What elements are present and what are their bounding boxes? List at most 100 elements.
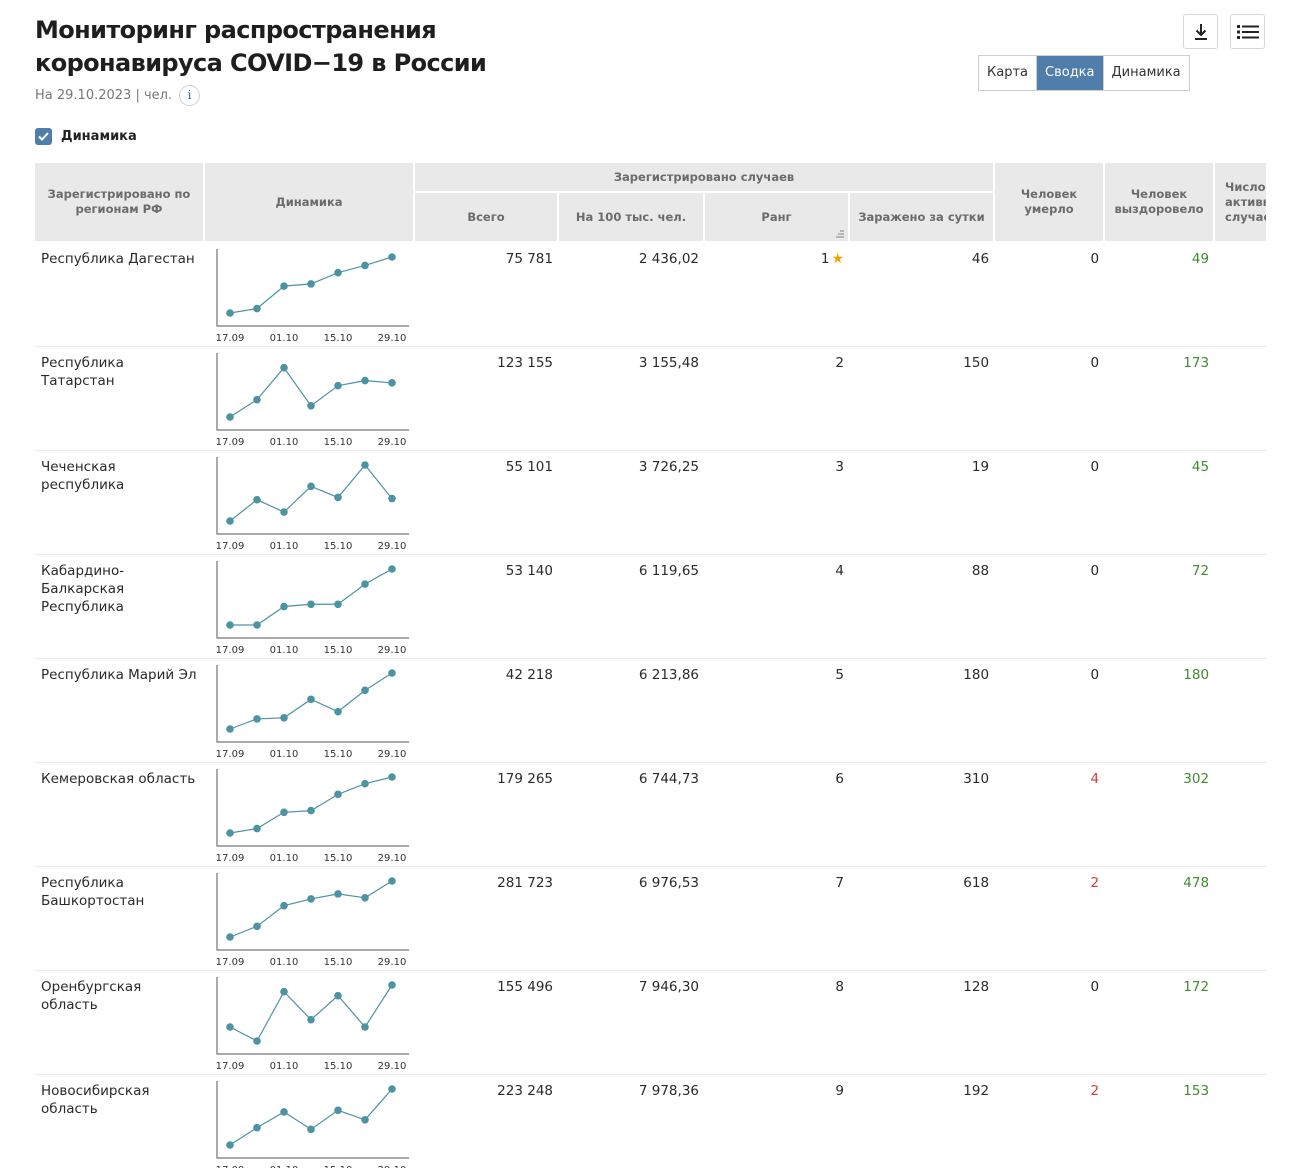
sparkline-point[interactable] — [334, 890, 342, 898]
sparkline-point[interactable] — [334, 790, 342, 799]
sparkline-point[interactable] — [361, 686, 369, 695]
table-row[interactable]: Новосибирская область 17.09 01.10 15.10 29.1… — [35, 1075, 1266, 1168]
region-table: Зарегистрировано по регионам РФ Динамика… — [35, 163, 1266, 1168]
sparkline-point[interactable] — [226, 621, 234, 629]
table-row[interactable]: Республика Татарстан 17.09 01.10 15.10 29.10… — [35, 347, 1266, 451]
sparkline-point[interactable] — [334, 707, 342, 716]
sparkline-point[interactable] — [253, 922, 261, 931]
sparkline-point[interactable] — [388, 877, 396, 885]
header-recovered[interactable]: Человек выздоровело — [1105, 163, 1216, 243]
sparkline-point[interactable] — [280, 1108, 288, 1116]
sparkline-point[interactable] — [361, 894, 369, 902]
sparkline-point[interactable] — [388, 981, 396, 989]
sparkline-point[interactable] — [280, 987, 288, 996]
sparkline-point[interactable] — [307, 600, 315, 609]
sparkline-point[interactable] — [361, 461, 369, 469]
download-button[interactable] — [1183, 14, 1218, 49]
header-daily[interactable]: Заражено за сутки — [850, 193, 996, 243]
list-view-button[interactable] — [1230, 14, 1265, 49]
cell-daily: 19 — [850, 451, 996, 555]
sparkline-point[interactable] — [226, 829, 234, 837]
sparkline-point[interactable] — [280, 808, 288, 817]
sparkline-point[interactable] — [334, 493, 342, 502]
cell-active — [1215, 451, 1266, 555]
sparkline-point[interactable] — [307, 482, 315, 491]
sparkline-point[interactable] — [334, 600, 342, 609]
info-icon[interactable]: i — [179, 85, 201, 106]
sparkline-point[interactable] — [334, 1106, 342, 1115]
sparkline-point[interactable] — [226, 1141, 234, 1149]
dynamics-toggle[interactable]: Динамика — [35, 128, 137, 145]
sparkline-point[interactable] — [253, 715, 261, 723]
sparkline-point[interactable] — [253, 495, 261, 504]
header-rank[interactable]: Ранг — [705, 193, 850, 243]
sparkline-point[interactable] — [253, 824, 261, 833]
cell-recovered: 45 — [1105, 451, 1216, 555]
sparkline-point[interactable] — [334, 381, 342, 390]
sparkline-point[interactable] — [388, 1085, 396, 1093]
cell-died: 0 — [995, 347, 1106, 451]
sparkline-point[interactable] — [361, 261, 369, 270]
sparkline-line — [229, 464, 393, 522]
table-row[interactable]: Кабардино-Балкарская Республика 17.09 01.1… — [35, 555, 1266, 659]
sparkline-point[interactable] — [388, 669, 396, 677]
sparkline-point[interactable] — [307, 402, 315, 410]
table-row[interactable]: Республика Марий Эл 17.09 01.10 15.10 29.10 4… — [35, 659, 1266, 763]
table-row[interactable]: Республика Башкортостан 17.09 01.10 15.10 29… — [35, 867, 1266, 971]
cell-active — [1215, 243, 1266, 347]
sparkline-axis — [216, 561, 409, 639]
sparkline-point[interactable] — [253, 1123, 261, 1132]
sparkline-point[interactable] — [388, 253, 396, 261]
sparkline-point[interactable] — [253, 304, 261, 313]
sparkline-point[interactable] — [280, 508, 288, 516]
sparkline-point[interactable] — [307, 695, 315, 704]
table-row[interactable]: Республика Дагестан 17.09 01.10 15.10 29.10 7… — [35, 243, 1266, 347]
sparkline-point[interactable] — [307, 1125, 315, 1134]
sparkline-point[interactable] — [361, 376, 369, 385]
tab-map[interactable]: Карта — [979, 56, 1037, 90]
sparkline-point[interactable] — [280, 602, 288, 611]
sparkline-point[interactable] — [280, 282, 288, 290]
sparkline-point[interactable] — [388, 494, 396, 503]
sparkline-point[interactable] — [226, 517, 234, 525]
sparkline-date-label: 29.10 — [378, 645, 407, 654]
sparkline-point[interactable] — [226, 933, 234, 941]
sparkline-point[interactable] — [226, 413, 234, 421]
sparkline-point[interactable] — [307, 806, 315, 815]
sparkline-point[interactable] — [226, 1023, 234, 1031]
tab-dynamics[interactable]: Динамика — [1103, 56, 1189, 90]
table-row[interactable]: Кемеровская область 17.09 01.10 15.10 29.10 1… — [35, 763, 1266, 867]
sparkline-point[interactable] — [253, 621, 261, 629]
sparkline-point[interactable] — [361, 580, 369, 588]
sparkline-point[interactable] — [226, 725, 234, 733]
table-row[interactable]: Оренбургская область 17.09 01.10 15.10 29.10… — [35, 971, 1266, 1075]
tab-summary[interactable]: Сводка — [1037, 56, 1104, 90]
sparkline-point[interactable] — [226, 309, 234, 317]
sparkline-point[interactable] — [307, 1015, 315, 1024]
sparkline-point[interactable] — [280, 363, 288, 372]
sparkline-point[interactable] — [388, 565, 396, 573]
sparkline-point[interactable] — [361, 1023, 369, 1031]
sparkline-point[interactable] — [361, 1116, 369, 1124]
sparkline-point[interactable] — [307, 280, 315, 288]
cell-died: 0 — [995, 451, 1106, 555]
sparkline-point[interactable] — [388, 773, 396, 781]
sparkline-point[interactable] — [361, 779, 369, 788]
region-name: Новосибирская область — [35, 1075, 205, 1168]
table-row[interactable]: Чеченская республика 17.09 01.10 15.10 29.10… — [35, 451, 1266, 555]
sparkline-point[interactable] — [307, 895, 315, 903]
region-table-container[interactable]: Зарегистрировано по регионам РФ Динамика… — [35, 163, 1266, 1168]
sparkline-point[interactable] — [253, 1037, 261, 1045]
header-per100k[interactable]: На 100 тыс. чел. — [559, 193, 705, 243]
sparkline-chart: 17.09 01.10 15.10 29.10 — [216, 665, 409, 760]
header-died[interactable]: Человек умерло — [995, 163, 1106, 243]
sparkline-point[interactable] — [280, 714, 288, 722]
sparkline-point[interactable] — [253, 395, 261, 404]
sparkline-point[interactable] — [334, 268, 342, 277]
dynamics-checkbox[interactable] — [35, 128, 52, 145]
sparkline-point[interactable] — [388, 379, 396, 387]
header-active[interactable]: Число активных случаев — [1215, 163, 1266, 243]
sparkline-point[interactable] — [334, 991, 342, 1000]
sparkline-point[interactable] — [280, 901, 288, 910]
header-total[interactable]: Всего — [415, 193, 559, 243]
